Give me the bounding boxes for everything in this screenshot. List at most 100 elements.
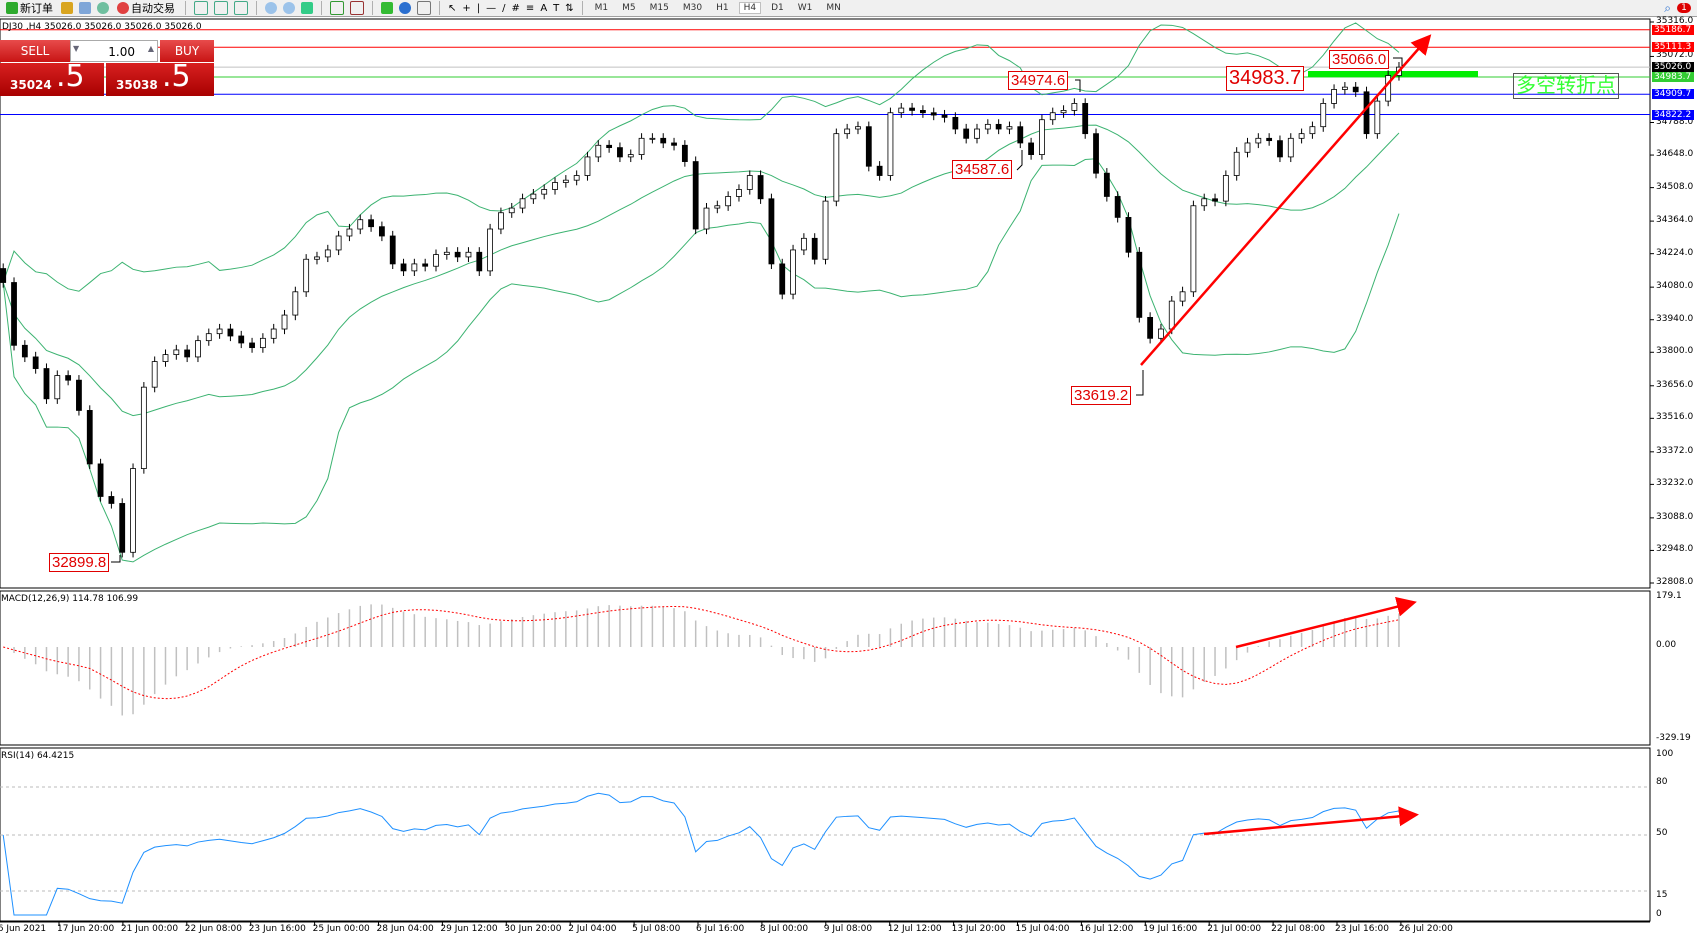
- candle-bullish: [1006, 126, 1013, 130]
- candle-bearish: [660, 137, 667, 144]
- auto-trading-button[interactable]: 自动交易: [115, 1, 177, 16]
- candle-bullish: [746, 175, 753, 190]
- price-level-tag[interactable]: 35186.7: [1652, 24, 1694, 35]
- price-tick: 34080.0: [1656, 281, 1694, 292]
- price-trend-arrow: [1140, 34, 1432, 366]
- candle-bearish: [238, 335, 245, 344]
- candle-bullish: [530, 193, 537, 200]
- price-tick: 34364.0: [1656, 215, 1694, 226]
- notification-badge[interactable]: 1: [1677, 3, 1691, 13]
- time-tick: 17 Jun 20:00: [57, 924, 115, 934]
- chart-shift-icon[interactable]: [350, 1, 364, 15]
- candle-bullish: [259, 337, 266, 349]
- candle-bullish: [649, 137, 656, 140]
- zoom-in-icon[interactable]: [265, 2, 277, 14]
- buy-price-main: 35038: [116, 78, 158, 92]
- text-label-icon[interactable]: T: [553, 2, 560, 14]
- periods-icon[interactable]: [399, 2, 411, 14]
- lot-value[interactable]: 1.00: [108, 45, 135, 59]
- data-window-icon[interactable]: [79, 2, 91, 14]
- candle-bullish: [1255, 137, 1262, 144]
- tile-windows-icon[interactable]: [301, 2, 313, 14]
- candle-chart-icon[interactable]: [214, 1, 228, 15]
- price-level-tag[interactable]: 35111.3: [1652, 42, 1694, 53]
- buy-price[interactable]: 35038 .5: [106, 59, 214, 96]
- timeframe-m1[interactable]: M1: [594, 3, 609, 13]
- timeframe-h1[interactable]: H1: [716, 3, 729, 13]
- new-order-button[interactable]: 新订单: [4, 1, 55, 16]
- pivot-price-label[interactable]: 34983.7: [1226, 66, 1305, 91]
- text-icon[interactable]: A: [540, 2, 548, 14]
- timeframe-m5[interactable]: M5: [622, 3, 636, 13]
- price-label-low[interactable]: 33619.2: [1071, 386, 1132, 405]
- timeframe-d1[interactable]: D1: [771, 3, 784, 13]
- candle-bearish: [952, 116, 959, 130]
- price-level-tag[interactable]: 34983.7: [1652, 71, 1694, 82]
- timeframe-w1[interactable]: W1: [797, 3, 813, 13]
- templates-icon[interactable]: [417, 1, 431, 15]
- candle-bearish: [692, 161, 699, 230]
- candle-bearish: [909, 107, 915, 111]
- horizontal-line-icon[interactable]: —: [486, 2, 497, 14]
- zoom-out-icon[interactable]: [283, 2, 295, 14]
- market-watch-icon[interactable]: [61, 2, 73, 14]
- candle-bullish: [541, 189, 548, 195]
- timeframe-m30[interactable]: M30: [682, 3, 703, 13]
- price-tick: 33516.0: [1656, 412, 1694, 423]
- channel-icon[interactable]: #: [511, 2, 520, 14]
- price-label-low[interactable]: 32899.8: [49, 553, 110, 572]
- time-tick: 16 Jun 2021: [0, 924, 47, 934]
- crosshair-icon[interactable]: +: [462, 2, 471, 14]
- timeframe-h4[interactable]: H4: [738, 2, 762, 14]
- candle-bullish: [357, 219, 364, 230]
- candle-bearish: [1136, 251, 1143, 318]
- candle-bearish: [1017, 126, 1024, 144]
- candle-bullish: [508, 207, 515, 214]
- separator: [185, 1, 186, 15]
- signals-icon[interactable]: [97, 2, 109, 14]
- candle-bearish: [1114, 196, 1121, 218]
- cursor-icon[interactable]: ↖: [448, 2, 457, 14]
- fibonacci-icon[interactable]: ≡: [525, 2, 535, 14]
- time-tick: 22 Jun 08:00: [184, 924, 242, 934]
- indicators-icon[interactable]: [381, 2, 393, 14]
- buy-button[interactable]: BUY: [160, 40, 214, 62]
- timeframe-mn[interactable]: MN: [826, 3, 841, 13]
- lot-increase-icon[interactable]: ▲: [147, 44, 154, 53]
- rsi-label: RSI(14) 64.4215: [1, 751, 75, 761]
- price-tick: 33800.0: [1656, 346, 1694, 357]
- price-label-low[interactable]: 34587.6: [952, 160, 1013, 179]
- candle-bullish: [573, 175, 580, 181]
- price-level-tag[interactable]: 34909.7: [1652, 89, 1694, 100]
- lot-decrease-icon[interactable]: ▼: [73, 44, 80, 53]
- price-level-tag[interactable]: 35026.0: [1652, 62, 1694, 73]
- candle-bullish: [1244, 142, 1251, 153]
- search-icon[interactable]: ⌕: [1664, 0, 1671, 15]
- line-chart-icon[interactable]: [234, 1, 248, 15]
- bar-chart-icon[interactable]: [194, 1, 208, 15]
- autoscroll-icon[interactable]: [330, 1, 344, 15]
- sell-button[interactable]: SELL: [0, 40, 70, 62]
- candle-bullish: [487, 228, 494, 272]
- price-tick: 34508.0: [1656, 181, 1694, 192]
- candle-bearish: [43, 368, 50, 400]
- vertical-line-icon[interactable]: |: [476, 2, 481, 14]
- pivot-text-label[interactable]: 多空转折点: [1513, 73, 1619, 99]
- price-label-high[interactable]: 35066.0: [1329, 50, 1390, 69]
- lot-size-input[interactable]: ▼ 1.00 ▲: [70, 40, 158, 62]
- sell-price[interactable]: 35024 .5: [0, 59, 104, 96]
- candle-bullish: [1049, 112, 1056, 121]
- price-level-tag[interactable]: 34822.2: [1652, 109, 1694, 120]
- timeframe-m15[interactable]: M15: [649, 3, 669, 13]
- candle-bearish: [389, 235, 396, 265]
- price-label-high[interactable]: 34974.6: [1008, 71, 1069, 90]
- trendline-icon[interactable]: /: [502, 2, 506, 14]
- candle-bearish: [184, 349, 191, 358]
- candle-bullish: [627, 154, 634, 158]
- candle-bearish: [1028, 142, 1034, 155]
- candle-bullish: [595, 144, 602, 158]
- arrows-icon[interactable]: ⇅: [565, 2, 574, 14]
- price-tick: 35316.0: [1656, 16, 1694, 26]
- candle-bullish: [1385, 75, 1392, 102]
